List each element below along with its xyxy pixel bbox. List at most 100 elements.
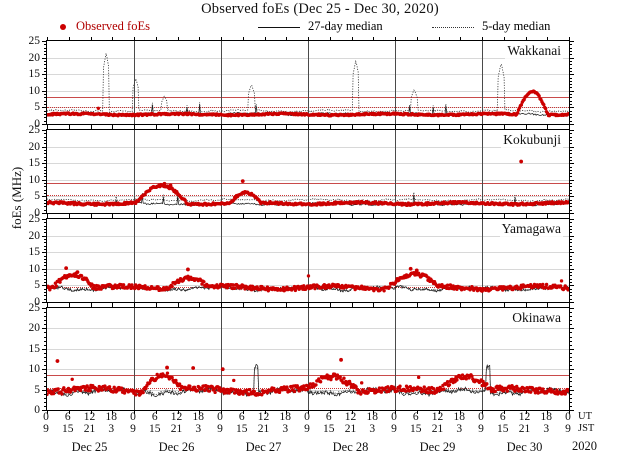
x-tick (351, 126, 353, 130)
y-tick-label: 5 (34, 279, 40, 292)
y-tick (42, 107, 47, 109)
y-tick (42, 328, 47, 330)
x-tick (177, 410, 179, 414)
x-tick-label-jst: 3 (195, 423, 202, 435)
y-tick (42, 252, 47, 254)
x-tick (329, 410, 331, 414)
x-tick-label-jst: 21 (431, 423, 444, 435)
x-tick (47, 37, 48, 41)
x-tick-label-ut: 12 (257, 411, 270, 423)
y-tick-minor (569, 255, 572, 257)
y-tick-minor (44, 50, 47, 52)
x-tick (438, 37, 440, 41)
y-tick-minor (569, 373, 572, 375)
legend-median5-label: 5-day median (482, 19, 551, 33)
y-tick (42, 179, 47, 181)
y-tick-label: 25 (28, 124, 41, 136)
y-tick (569, 130, 574, 131)
x-tick (482, 126, 483, 130)
y-tick-minor (569, 397, 572, 399)
median27-line-icon (258, 27, 300, 28)
y-tick-minor (569, 385, 572, 387)
x-tick-label-jst: 21 (83, 423, 96, 435)
y-tick (569, 41, 574, 42)
y-tick-minor (569, 278, 572, 280)
x-tick (112, 37, 114, 41)
x-tick (503, 215, 505, 219)
y-tick-label: 10 (28, 262, 41, 275)
day-divider (221, 41, 222, 124)
x-day-label: Dec 26 (158, 440, 195, 454)
x-tick (90, 37, 92, 41)
day-divider (134, 219, 135, 302)
x-tick (242, 410, 244, 414)
y-tick-minor (44, 373, 47, 375)
station-label-yamagawa: Yamagawa (499, 221, 563, 237)
y-tick-minor (569, 203, 572, 205)
x-tick-label-ut: 6 (325, 411, 332, 423)
y-tick-label: 0 (34, 118, 40, 130)
y-tick-minor (44, 117, 47, 119)
day-divider (395, 308, 396, 410)
x-tick (221, 37, 222, 41)
panel-wakkanai: Wakkanai 0 5 10 15 20 25 (29, 35, 574, 130)
y-tick (569, 213, 574, 214)
x-tick (460, 215, 462, 219)
data-traces (47, 159, 569, 207)
y-tick-label: 5 (34, 383, 40, 396)
x-tick (308, 410, 309, 414)
y-tick-minor (44, 225, 47, 227)
y-tick-minor (569, 393, 572, 395)
x-tick-label-ut: 0 (217, 411, 223, 423)
station-label-okinawa: Okinawa (510, 310, 563, 326)
y-tick-minor (44, 292, 47, 294)
y-tick-minor (44, 156, 47, 158)
y-tick-minor (44, 206, 47, 208)
y-tick-minor (44, 97, 47, 99)
y-tick-minor (569, 209, 572, 211)
y-tick-minor (569, 114, 572, 116)
y-tick-label: 10 (28, 173, 41, 186)
x-tick-label-jst: 9 (43, 423, 49, 435)
x-tick (68, 304, 70, 308)
panel-okinawa: Okinawa 0 5 10 15 20 25 (29, 302, 574, 416)
y-tick-label: 25 (28, 213, 41, 225)
y-tick (42, 146, 47, 148)
y-tick (42, 235, 47, 237)
x-tick (199, 37, 201, 41)
x-tick (264, 215, 266, 219)
x-tick (134, 37, 135, 41)
y-tick-label: 20 (28, 51, 41, 64)
y-tick-minor (569, 365, 572, 367)
y-tick-label: 15 (28, 68, 41, 81)
x-tick (329, 126, 331, 130)
x-tick (286, 410, 288, 414)
x-tick-label-ut: 18 (453, 411, 466, 423)
y-tick-minor (569, 186, 572, 188)
x-tick-label-ut: 18 (105, 411, 118, 423)
y-tick-minor (569, 169, 572, 171)
y-tick-minor (44, 381, 47, 383)
y-tick-minor (569, 248, 572, 250)
x-tick-label-jst: 3 (369, 423, 376, 435)
day-divider (395, 130, 396, 213)
x-tick (373, 37, 375, 41)
x-tick (395, 410, 396, 414)
x-tick (286, 215, 288, 219)
y-tick (569, 285, 574, 287)
x-tick (155, 126, 157, 130)
day-divider (482, 219, 483, 302)
x-day-label: Dec 28 (332, 440, 369, 454)
x-tick (308, 304, 309, 308)
y-tick-label: 0 (34, 404, 40, 416)
x-tick (47, 126, 48, 130)
y-tick-minor (569, 272, 572, 274)
y-tick-minor (569, 206, 572, 208)
y-tick (42, 163, 47, 165)
x-tick (547, 410, 549, 414)
x-tick (547, 37, 549, 41)
x-tick (525, 304, 527, 308)
x-tick (329, 215, 331, 219)
y-tick (569, 163, 574, 165)
x-tick (351, 37, 353, 41)
